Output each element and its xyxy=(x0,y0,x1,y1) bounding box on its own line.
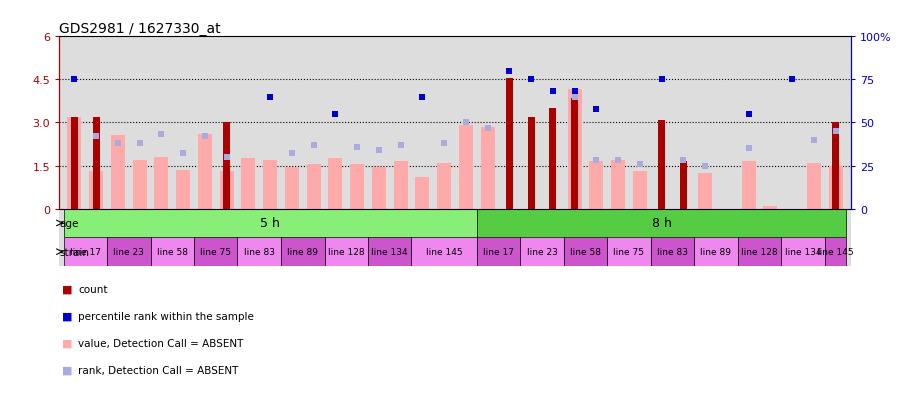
Bar xyxy=(651,238,694,266)
Text: line 23: line 23 xyxy=(527,247,558,256)
Bar xyxy=(437,163,451,209)
Bar xyxy=(194,238,238,266)
Text: count: count xyxy=(78,284,107,294)
Bar xyxy=(93,117,100,209)
Bar xyxy=(415,178,430,209)
Bar xyxy=(307,165,320,209)
Text: ■: ■ xyxy=(62,338,73,348)
Text: line 17: line 17 xyxy=(70,247,101,256)
Text: line 134: line 134 xyxy=(371,247,408,256)
Bar xyxy=(285,168,299,209)
Bar xyxy=(694,238,738,266)
Bar xyxy=(223,123,230,209)
Bar xyxy=(564,238,607,266)
Bar xyxy=(111,136,125,209)
Text: line 17: line 17 xyxy=(483,247,514,256)
Bar xyxy=(632,172,647,209)
Bar xyxy=(281,238,325,266)
Bar xyxy=(607,238,651,266)
Text: line 89: line 89 xyxy=(701,247,732,256)
Bar xyxy=(550,109,556,209)
Bar xyxy=(506,79,513,209)
Text: strain: strain xyxy=(59,247,89,257)
Bar xyxy=(238,238,281,266)
Bar xyxy=(824,238,846,266)
Bar xyxy=(571,99,578,209)
Bar xyxy=(89,172,103,209)
Bar xyxy=(155,157,168,209)
Bar xyxy=(738,238,782,266)
Bar xyxy=(150,238,194,266)
Text: percentile rank within the sample: percentile rank within the sample xyxy=(78,311,254,321)
Text: line 23: line 23 xyxy=(114,247,144,256)
Bar xyxy=(197,135,212,209)
Bar xyxy=(742,162,755,209)
Bar xyxy=(763,206,777,209)
Bar xyxy=(782,238,824,266)
Text: line 83: line 83 xyxy=(657,247,688,256)
Bar xyxy=(832,123,839,209)
Text: ■: ■ xyxy=(62,311,73,321)
Bar xyxy=(477,209,846,238)
Bar xyxy=(459,126,473,209)
Bar xyxy=(698,173,713,209)
Bar xyxy=(241,159,256,209)
Bar xyxy=(372,168,386,209)
Bar xyxy=(71,117,78,209)
Text: ■: ■ xyxy=(62,284,73,294)
Bar xyxy=(368,238,411,266)
Text: line 75: line 75 xyxy=(613,247,644,256)
Text: line 58: line 58 xyxy=(570,247,601,256)
Bar xyxy=(528,117,535,209)
Bar xyxy=(329,159,342,209)
Bar xyxy=(658,120,665,209)
Bar xyxy=(680,162,687,209)
Bar xyxy=(263,160,278,209)
Text: line 145: line 145 xyxy=(426,247,462,256)
Bar xyxy=(829,166,843,209)
Bar xyxy=(807,163,821,209)
Bar xyxy=(393,162,408,209)
Text: 8 h: 8 h xyxy=(652,217,672,230)
Bar xyxy=(611,160,625,209)
Bar xyxy=(67,117,81,209)
Bar xyxy=(477,238,521,266)
Text: rank, Detection Call = ABSENT: rank, Detection Call = ABSENT xyxy=(78,365,238,375)
Bar xyxy=(568,90,581,209)
Bar xyxy=(176,171,190,209)
Bar xyxy=(64,209,477,238)
Bar xyxy=(133,160,147,209)
Text: line 83: line 83 xyxy=(244,247,275,256)
Bar xyxy=(411,238,477,266)
Text: line 134: line 134 xyxy=(784,247,822,256)
Bar xyxy=(521,238,564,266)
Text: line 75: line 75 xyxy=(200,247,231,256)
Text: 5 h: 5 h xyxy=(260,217,280,230)
Bar xyxy=(480,128,495,209)
Text: line 145: line 145 xyxy=(817,247,854,256)
Text: ■: ■ xyxy=(62,365,73,375)
Bar xyxy=(350,165,364,209)
Bar xyxy=(107,238,150,266)
Text: line 128: line 128 xyxy=(328,247,365,256)
Text: age: age xyxy=(59,218,79,228)
Text: line 89: line 89 xyxy=(288,247,318,256)
Bar xyxy=(219,172,234,209)
Text: line 128: line 128 xyxy=(741,247,778,256)
Text: GDS2981 / 1627330_at: GDS2981 / 1627330_at xyxy=(59,22,221,36)
Text: value, Detection Call = ABSENT: value, Detection Call = ABSENT xyxy=(78,338,244,348)
Bar xyxy=(325,238,368,266)
Text: line 58: line 58 xyxy=(157,247,187,256)
Bar xyxy=(64,238,107,266)
Bar xyxy=(590,162,603,209)
